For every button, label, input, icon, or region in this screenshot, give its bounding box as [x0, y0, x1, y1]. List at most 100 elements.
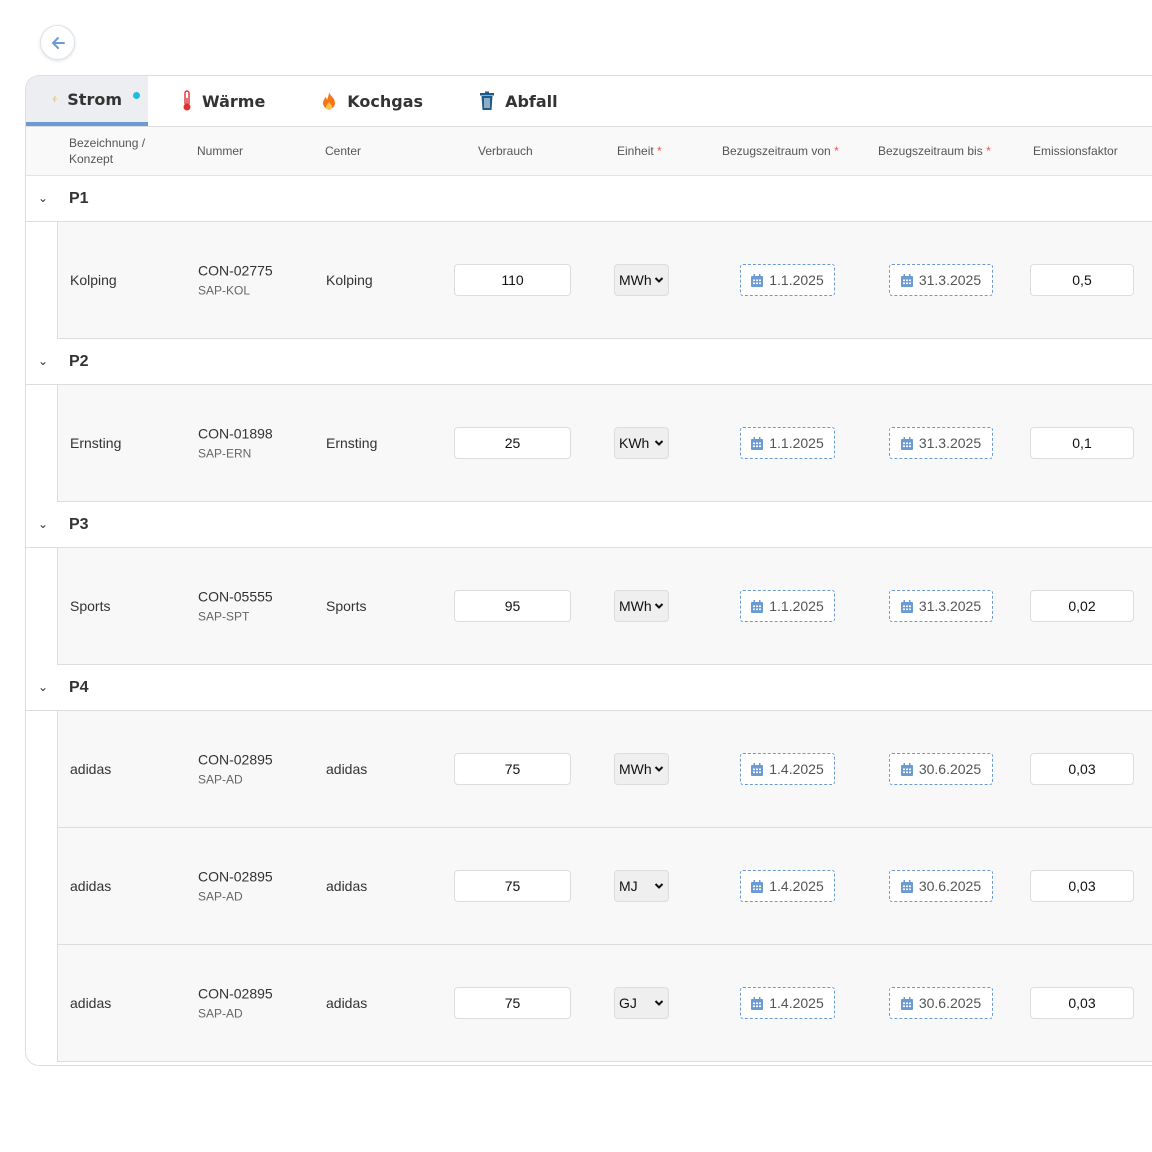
- back-button[interactable]: [40, 25, 75, 60]
- row-name: Ernsting: [70, 435, 122, 451]
- verbrauch-input[interactable]: 110: [454, 264, 571, 296]
- row-name: adidas: [70, 761, 112, 777]
- date-from-picker[interactable]: 1.4.2025: [740, 753, 835, 785]
- emission-input[interactable]: 0,03: [1030, 870, 1134, 902]
- date-to-picker[interactable]: 31.3.2025: [889, 427, 993, 459]
- row-name: Sports: [70, 598, 111, 614]
- tab-abfall[interactable]: Abfall: [449, 76, 584, 126]
- group-header[interactable]: ⌄ P3: [26, 502, 1152, 548]
- date-value: 30.6.2025: [918, 995, 982, 1011]
- emission-input[interactable]: 0,03: [1030, 987, 1134, 1019]
- required-marker: *: [986, 144, 991, 158]
- col-emission: Emissionsfaktor: [1033, 144, 1118, 158]
- table-row: Sports CON-05555 SAP-SPT Sports 95 MWh 1.…: [57, 548, 1152, 665]
- calendar-icon: [900, 436, 913, 450]
- emission-input[interactable]: 0,02: [1030, 590, 1134, 622]
- date-to-picker[interactable]: 30.6.2025: [889, 870, 993, 902]
- calendar-icon: [751, 879, 764, 893]
- chevron-down-icon: [654, 277, 664, 283]
- emission-input[interactable]: 0,03: [1030, 753, 1134, 785]
- select-value: MWh: [619, 761, 652, 777]
- input-value: 75: [504, 995, 521, 1011]
- calendar-icon: [751, 996, 764, 1010]
- col-von: Bezugszeitraum von *: [722, 144, 839, 158]
- date-from-picker[interactable]: 1.1.2025: [740, 427, 835, 459]
- chevron-down-icon[interactable]: ⌄: [38, 191, 49, 205]
- table-header: Bezeichnung / Konzept Nummer Center Verbr…: [26, 127, 1152, 176]
- chevron-down-icon: [654, 1000, 664, 1006]
- row-number: CON-02895 SAP-AD: [198, 752, 273, 787]
- row-center: Sports: [326, 598, 367, 614]
- row-number: CON-02895 SAP-AD: [198, 986, 273, 1021]
- emission-input[interactable]: 0,5: [1030, 264, 1134, 296]
- calendar-icon: [751, 436, 764, 450]
- group-header[interactable]: ⌄ P2: [26, 339, 1152, 385]
- contract-number: CON-02895: [198, 868, 273, 885]
- date-to-picker[interactable]: 30.6.2025: [889, 753, 993, 785]
- emission-input[interactable]: 0,1: [1030, 427, 1134, 459]
- chevron-down-icon: [654, 766, 664, 772]
- date-from-picker[interactable]: 1.1.2025: [740, 264, 835, 296]
- date-value: 31.3.2025: [918, 272, 982, 288]
- tab-waerme[interactable]: Wärme: [148, 76, 291, 126]
- tab-kochgas[interactable]: Kochgas: [291, 76, 449, 126]
- chevron-down-icon[interactable]: ⌄: [38, 680, 49, 694]
- verbrauch-input[interactable]: 75: [454, 987, 571, 1019]
- arrow-left-icon: [51, 36, 65, 49]
- col-bezeichnung: Bezeichnung / Konzept: [69, 135, 145, 167]
- tab-label: Wärme: [202, 91, 266, 111]
- tab-label: Abfall: [505, 91, 558, 111]
- date-from-picker[interactable]: 1.4.2025: [740, 987, 835, 1019]
- date-value: 1.1.2025: [769, 435, 824, 451]
- verbrauch-input[interactable]: 25: [454, 427, 571, 459]
- date-value: 1.4.2025: [769, 995, 824, 1011]
- calendar-icon: [900, 762, 913, 776]
- date-to-picker[interactable]: 31.3.2025: [889, 590, 993, 622]
- calendar-icon: [900, 879, 913, 893]
- row-center: adidas: [326, 878, 368, 894]
- tab-label: Strom: [67, 89, 122, 109]
- consumption-panel: Strom Wärme Kochgas Abfall Bezeichnung /…: [25, 75, 1152, 1066]
- group-name: P4: [69, 679, 89, 696]
- date-value: 31.3.2025: [918, 435, 982, 451]
- required-marker: *: [834, 144, 839, 158]
- einheit-select[interactable]: MWh: [614, 264, 669, 296]
- row-center: adidas: [326, 761, 368, 777]
- chevron-down-icon[interactable]: ⌄: [38, 517, 49, 531]
- einheit-select[interactable]: KWh: [614, 427, 669, 459]
- tab-strom[interactable]: Strom: [26, 76, 148, 126]
- date-value: 31.3.2025: [918, 598, 982, 614]
- table-row: adidas CON-02895 SAP-AD adidas 75 MJ 1.4.…: [57, 828, 1152, 945]
- group-name: P2: [69, 353, 89, 370]
- einheit-select[interactable]: MJ: [614, 870, 669, 902]
- einheit-select[interactable]: MWh: [614, 590, 669, 622]
- group-header[interactable]: ⌄ P1: [26, 176, 1152, 222]
- group-name: P3: [69, 516, 89, 533]
- group-header[interactable]: ⌄ P4: [26, 665, 1152, 711]
- row-center: Kolping: [326, 272, 373, 288]
- row-name: adidas: [70, 878, 112, 894]
- contract-number: CON-02895: [198, 985, 273, 1002]
- einheit-select[interactable]: GJ: [614, 987, 669, 1019]
- date-from-picker[interactable]: 1.4.2025: [740, 870, 835, 902]
- sap-number: SAP-AD: [198, 889, 243, 904]
- verbrauch-input[interactable]: 75: [454, 870, 571, 902]
- input-value: 0,03: [1068, 761, 1096, 777]
- row-number: CON-02775 SAP-KOL: [198, 263, 273, 298]
- table-body: ⌄ P1 Kolping CON-02775 SAP-KOL Kolping 110…: [26, 176, 1152, 1062]
- sap-number: SAP-AD: [198, 772, 243, 787]
- group-name: P1: [69, 190, 89, 207]
- date-to-picker[interactable]: 31.3.2025: [889, 264, 993, 296]
- chevron-down-icon[interactable]: ⌄: [38, 354, 49, 368]
- date-to-picker[interactable]: 30.6.2025: [889, 987, 993, 1019]
- verbrauch-input[interactable]: 95: [454, 590, 571, 622]
- date-from-picker[interactable]: 1.1.2025: [740, 590, 835, 622]
- verbrauch-input[interactable]: 75: [454, 753, 571, 785]
- col-einheit: Einheit *: [617, 144, 662, 158]
- col-bis: Bezugszeitraum bis *: [878, 144, 991, 158]
- required-marker: *: [657, 144, 662, 158]
- col-label: Bezeichnung /: [69, 136, 146, 150]
- row-center: adidas: [326, 995, 368, 1011]
- einheit-select[interactable]: MWh: [614, 753, 669, 785]
- tab-bar: Strom Wärme Kochgas Abfall: [26, 76, 1152, 127]
